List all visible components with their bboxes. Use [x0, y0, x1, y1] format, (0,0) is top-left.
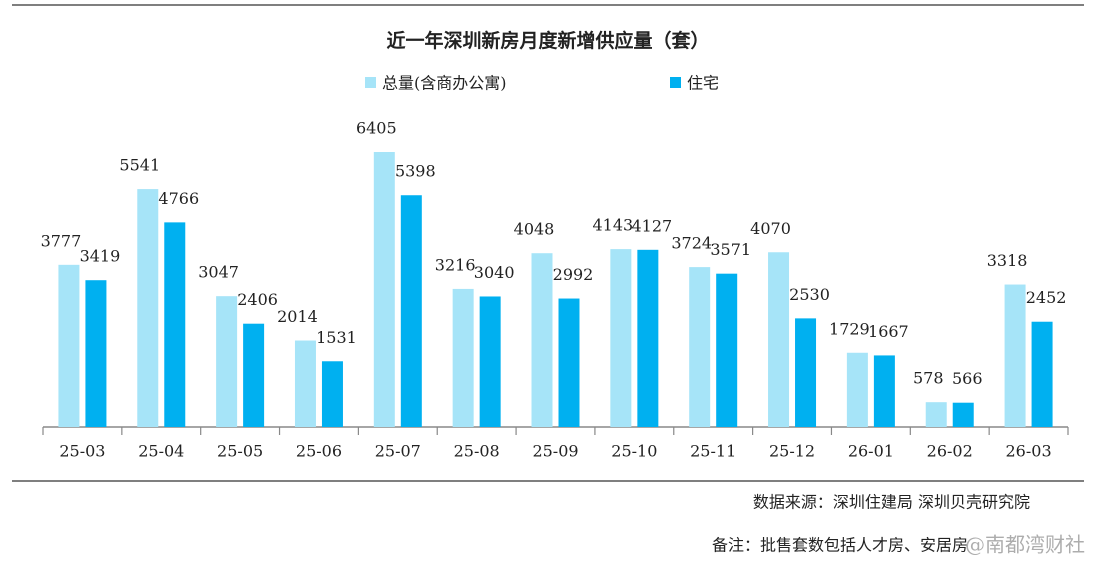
value-label: 3419 [80, 247, 121, 266]
value-label: 2406 [237, 290, 278, 309]
x-tick-label: 25-05 [217, 442, 263, 461]
bar [846, 352, 868, 427]
x-tick-label: 25-10 [611, 442, 657, 461]
x-tick-label: 25-07 [375, 442, 421, 461]
value-label: 2014 [277, 307, 318, 326]
bar [637, 249, 659, 427]
value-label: 2992 [553, 265, 594, 284]
value-label: 3318 [987, 251, 1028, 270]
value-label: 4127 [631, 216, 672, 235]
bar [321, 361, 343, 427]
chart-title: 近一年深圳新房月度新增供应量（套） [386, 29, 709, 52]
source: 数据来源：深圳住建局 深圳贝壳研究院 [753, 493, 1030, 512]
bar [479, 296, 501, 427]
value-label: 4048 [514, 220, 555, 239]
value-label: 4143 [592, 216, 633, 235]
bar [610, 249, 632, 427]
bar [689, 267, 711, 427]
legend-label: 总量(含商办公寓) [382, 74, 507, 93]
bar [294, 340, 316, 427]
legend-label: 住宅 [687, 74, 719, 93]
x-tick-label: 25-09 [532, 442, 578, 461]
bar [452, 288, 474, 427]
value-label: 1729 [829, 319, 870, 338]
bar [164, 222, 186, 427]
x-tick-label: 25-11 [690, 442, 736, 461]
value-label: 5541 [119, 156, 160, 175]
bar [400, 195, 422, 427]
watermark: @南都湾财社 [965, 533, 1085, 557]
x-tick-label: 25-08 [454, 442, 500, 461]
value-label: 3047 [198, 263, 239, 282]
bar [216, 296, 238, 427]
value-label: 3216 [435, 255, 476, 274]
bar [373, 152, 395, 427]
value-label: 3571 [710, 240, 751, 259]
bar [85, 280, 107, 427]
value-label: 3724 [671, 234, 712, 253]
value-label: 5398 [395, 162, 436, 181]
value-label: 3777 [41, 231, 82, 250]
value-label: 1531 [316, 328, 357, 347]
bar [768, 252, 790, 427]
value-label: 1667 [868, 322, 909, 341]
bar [925, 402, 947, 427]
bar [137, 189, 159, 427]
bar [1004, 284, 1026, 427]
legend-swatch [670, 77, 681, 88]
bar [558, 298, 580, 427]
bar [243, 323, 265, 427]
value-label: 566 [952, 369, 983, 388]
bar [795, 318, 817, 427]
x-tick-label: 25-04 [138, 442, 184, 461]
value-label: 2452 [1026, 288, 1067, 307]
x-tick-label: 26-02 [927, 442, 973, 461]
bar [1031, 321, 1053, 427]
bar [716, 273, 738, 427]
bar [531, 253, 553, 427]
value-label: 6405 [356, 119, 397, 138]
bar [952, 402, 974, 427]
bar [58, 264, 80, 427]
x-tick-label: 26-03 [1006, 442, 1052, 461]
value-label: 4070 [750, 219, 791, 238]
value-label: 3040 [474, 263, 515, 282]
x-tick-label: 25-12 [769, 442, 815, 461]
value-label: 578 [913, 369, 944, 388]
x-tick-label: 25-06 [296, 442, 342, 461]
x-tick-label: 25-03 [59, 442, 105, 461]
legend-swatch [365, 77, 376, 88]
bar [873, 355, 895, 427]
note: 备注：批售套数包括人才房、安居房 [712, 536, 968, 555]
x-tick-label: 26-01 [848, 442, 894, 461]
value-label: 2530 [789, 285, 830, 304]
value-label: 4766 [158, 189, 199, 208]
